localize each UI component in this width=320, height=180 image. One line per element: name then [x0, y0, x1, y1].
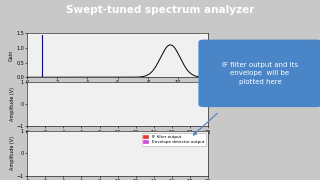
- FancyBboxPatch shape: [198, 40, 320, 107]
- Text: IF filter output and its
envelope  will be
plotted here: IF filter output and its envelope will b…: [222, 62, 298, 85]
- Text: Swept-tuned spectrum analyzer: Swept-tuned spectrum analyzer: [66, 5, 254, 15]
- Y-axis label: Amplitude (V): Amplitude (V): [10, 87, 15, 121]
- Y-axis label: Gain: Gain: [9, 50, 14, 61]
- Legend: IF filter output, Envelope detector output: IF filter output, Envelope detector outp…: [142, 134, 206, 146]
- X-axis label: Time (ms): Time (ms): [105, 136, 130, 141]
- X-axis label: Frequency (kHz): Frequency (kHz): [98, 87, 138, 92]
- Y-axis label: Amplitude (V): Amplitude (V): [10, 136, 15, 170]
